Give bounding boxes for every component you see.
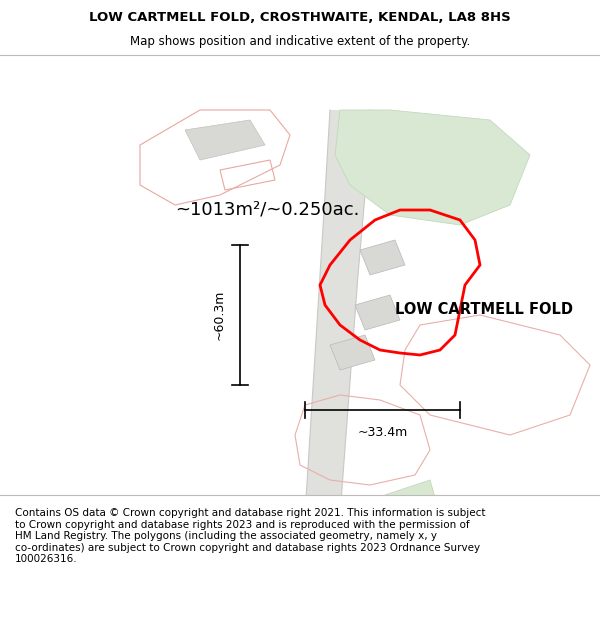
Text: ~60.3m: ~60.3m (213, 290, 226, 340)
Polygon shape (355, 295, 400, 330)
Text: Contains OS data © Crown copyright and database right 2021. This information is : Contains OS data © Crown copyright and d… (15, 508, 485, 564)
Polygon shape (360, 240, 405, 275)
Text: Map shows position and indicative extent of the property.: Map shows position and indicative extent… (130, 35, 470, 48)
Polygon shape (335, 110, 530, 225)
Text: ~33.4m: ~33.4m (358, 426, 407, 439)
Text: LOW CARTMELL FOLD: LOW CARTMELL FOLD (395, 302, 573, 318)
Polygon shape (380, 480, 440, 530)
Polygon shape (330, 335, 375, 370)
Polygon shape (300, 110, 370, 550)
Polygon shape (185, 120, 265, 160)
Text: ~1013m²/~0.250ac.: ~1013m²/~0.250ac. (175, 201, 359, 219)
Text: LOW CARTMELL FOLD, CROSTHWAITE, KENDAL, LA8 8HS: LOW CARTMELL FOLD, CROSTHWAITE, KENDAL, … (89, 11, 511, 24)
